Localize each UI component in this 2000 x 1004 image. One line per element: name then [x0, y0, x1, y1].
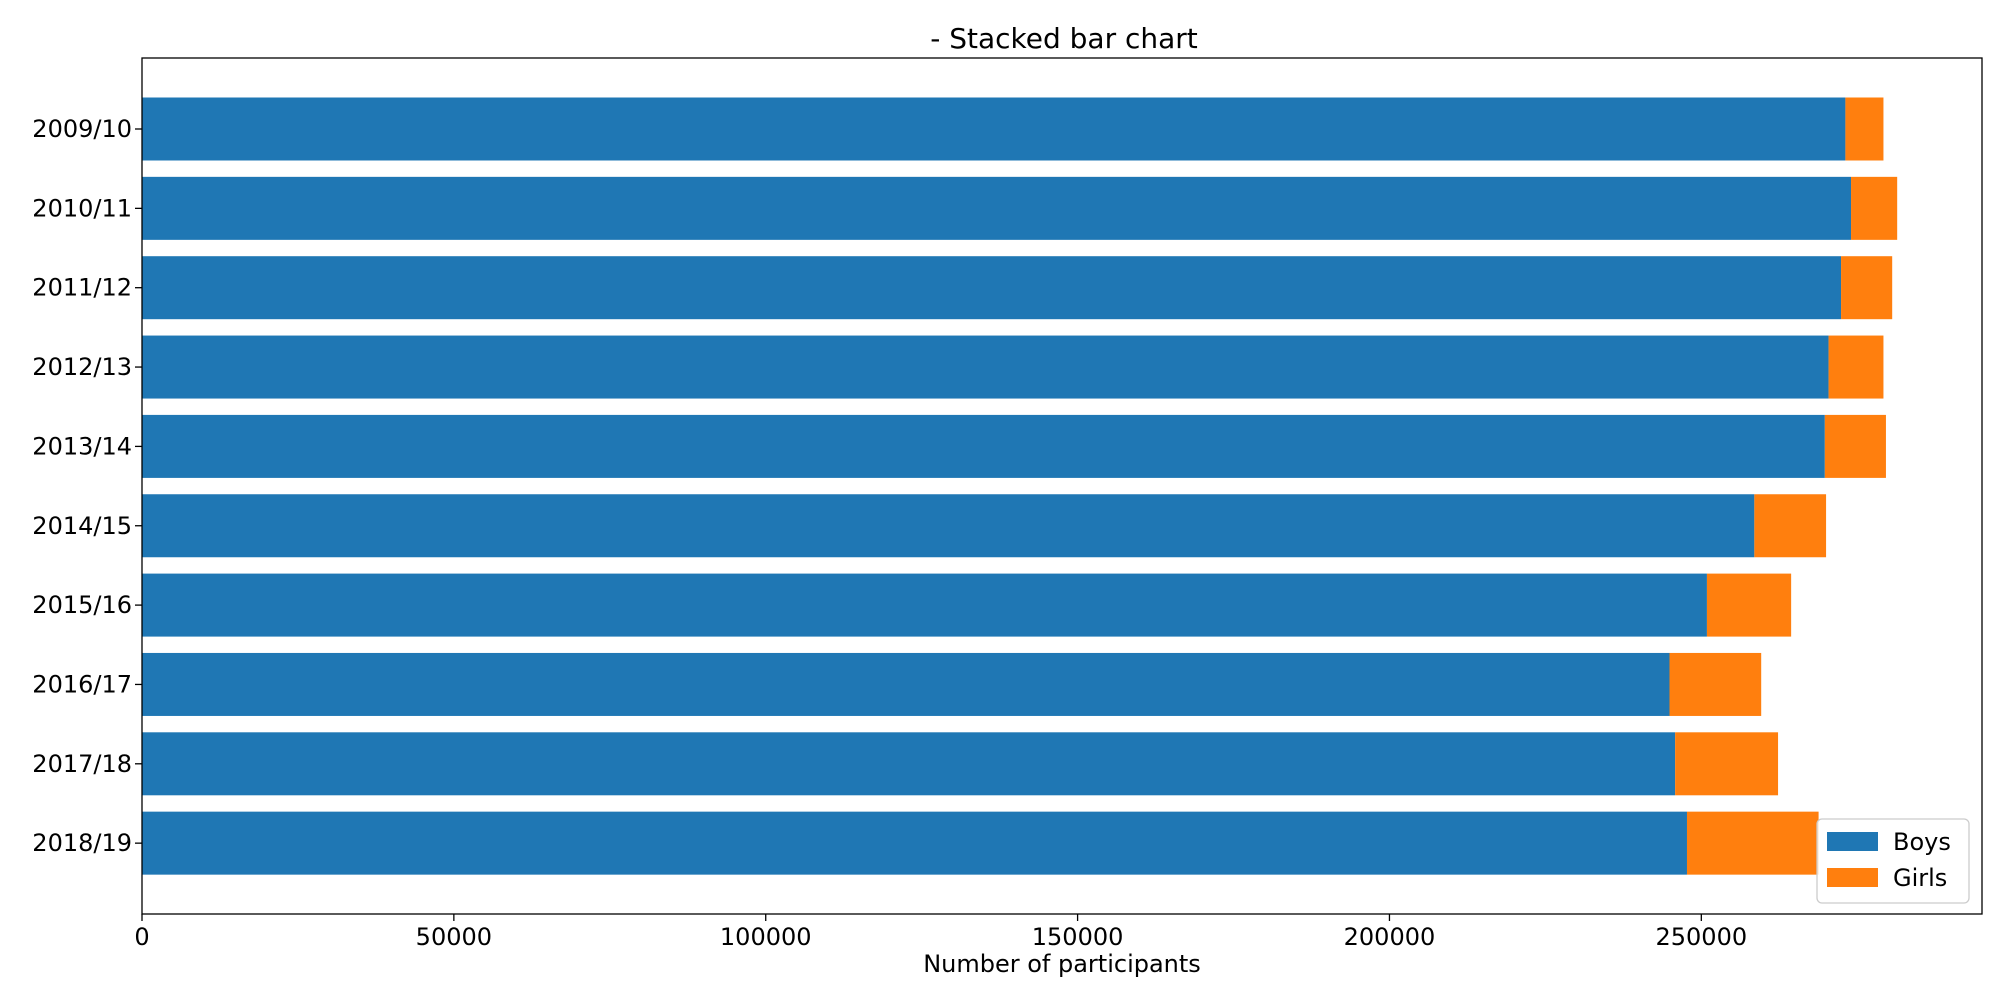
x-tick-label: 150000	[1032, 923, 1124, 951]
bar-girls-2015-16	[1706, 573, 1792, 637]
bar-boys-2017-18	[142, 732, 1676, 796]
x-tick-label: 100000	[720, 923, 812, 951]
y-tick-label: 2010/11	[32, 194, 132, 222]
bar-boys-2011-12	[142, 256, 1842, 320]
bar-girls-2013-14	[1824, 414, 1886, 478]
bar-boys-2009-10	[142, 97, 1846, 161]
bar-boys-2013-14	[142, 414, 1825, 478]
legend-label-boys: Boys	[1893, 828, 1951, 856]
y-axis: 2009/10 2010/11 2011/12 2012/13 2013/14 2014/…	[32, 115, 142, 857]
chart-title: - Stacked bar chart	[930, 22, 1198, 55]
bar-girls-2016-17	[1669, 652, 1762, 716]
legend-label-girls: Girls	[1893, 864, 1947, 892]
x-tick-label: 200000	[1344, 923, 1436, 951]
bar-boys-2014-15	[142, 494, 1755, 558]
bar-girls-2010-11	[1851, 176, 1898, 240]
bar-girls-2018-19	[1686, 811, 1819, 875]
y-tick-label: 2013/14	[32, 432, 132, 460]
bar-girls-2011-12	[1841, 256, 1893, 320]
bar-boys-2012-13	[142, 335, 1829, 399]
legend-swatch-girls	[1827, 868, 1878, 887]
y-tick-label: 2018/19	[32, 829, 132, 857]
bar-girls-2014-15	[1754, 494, 1827, 558]
bar-boys-2018-19	[142, 811, 1687, 875]
y-tick-label: 2009/10	[32, 115, 132, 143]
bar-boys-2010-11	[142, 176, 1852, 240]
x-tick-label: 0	[134, 923, 149, 951]
x-tick-label: 50000	[416, 923, 492, 951]
x-axis-label: Number of participants	[923, 950, 1201, 978]
bar-boys-2015-16	[142, 573, 1707, 637]
x-tick-label: 250000	[1656, 923, 1748, 951]
legend: Boys Girls	[1816, 818, 1970, 904]
y-tick-label: 2012/13	[32, 353, 132, 381]
y-tick-label: 2015/16	[32, 591, 132, 619]
plot-frame	[141, 57, 1983, 915]
bar-boys-2016-17	[142, 652, 1670, 716]
bar-girls-2017-18	[1675, 732, 1779, 796]
y-tick-label: 2011/12	[32, 274, 132, 302]
y-tick-label: 2014/15	[32, 512, 132, 540]
y-tick-label: 2016/17	[32, 670, 132, 698]
bar-girls-2009-10	[1845, 97, 1884, 161]
legend-swatch-boys	[1827, 832, 1878, 851]
x-axis: 0 50000 100000 150000 200000 250000	[134, 914, 1747, 951]
y-tick-label: 2017/18	[32, 750, 132, 778]
bar-girls-2012-13	[1828, 335, 1884, 399]
bars-layer	[142, 97, 1898, 875]
